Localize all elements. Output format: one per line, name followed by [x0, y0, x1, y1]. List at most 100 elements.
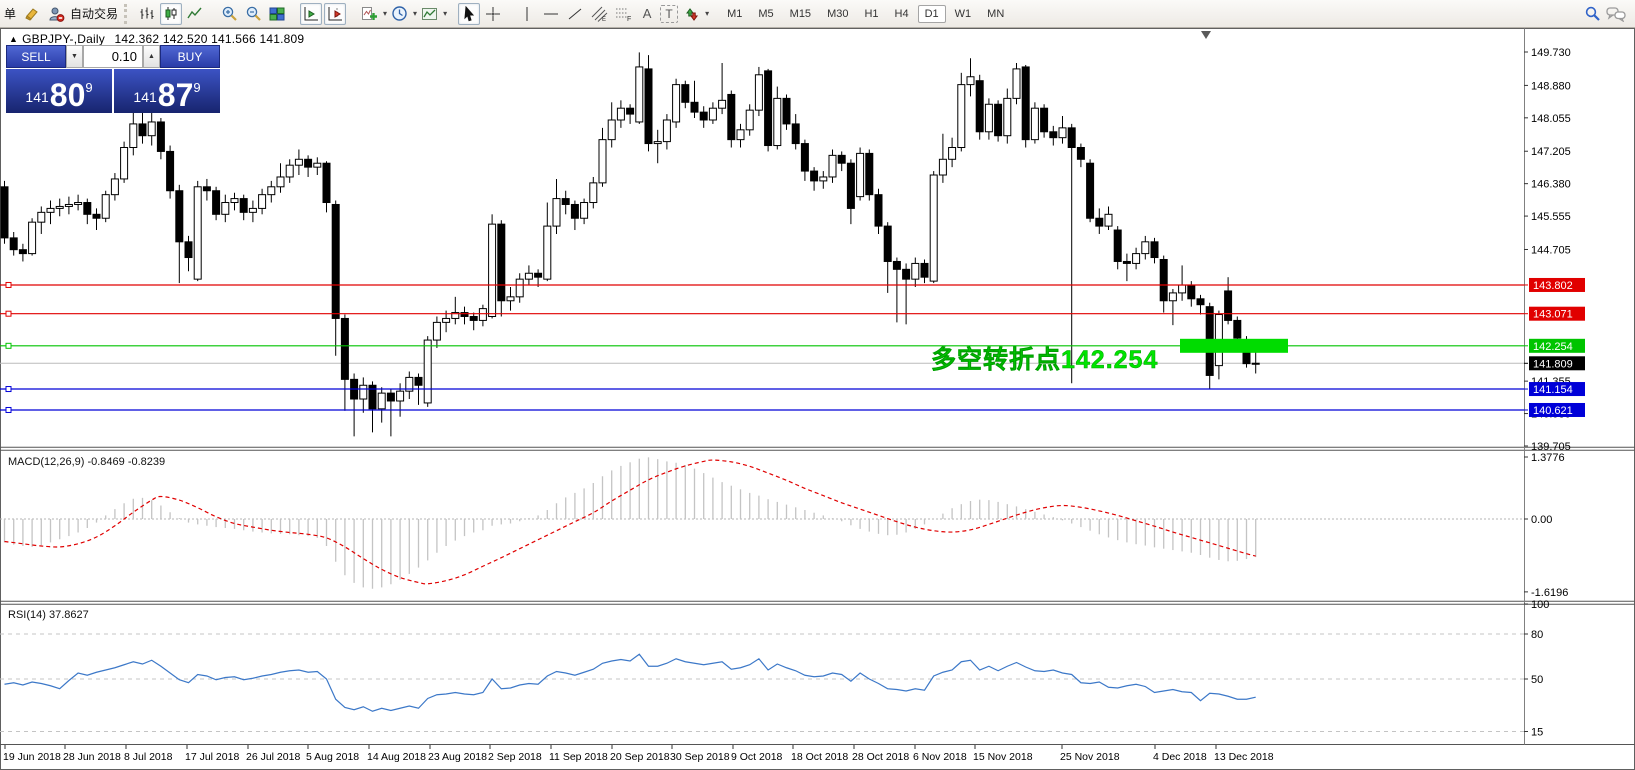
candle-bullish: [589, 182, 598, 204]
candle-bullish: [1251, 362, 1260, 365]
chat-icon[interactable]: [1605, 3, 1627, 25]
candle-bearish: [1113, 229, 1122, 262]
date-label: 8 Jul 2018: [124, 751, 173, 763]
candle-bearish: [1049, 131, 1058, 139]
vertical-line-icon[interactable]: [516, 3, 538, 25]
line-chart-icon[interactable]: [184, 3, 206, 25]
volume-up-button[interactable]: ▲: [143, 45, 160, 68]
periods-dropdown-icon[interactable]: ▾: [413, 9, 418, 18]
timeframe-d1[interactable]: D1: [917, 4, 946, 23]
timeframe-w1[interactable]: W1: [954, 7, 972, 20]
toolbar-separator: [451, 4, 453, 24]
price-label-text: 141.809: [1533, 358, 1573, 370]
candle-bearish: [386, 392, 395, 402]
templates-dropdown-icon[interactable]: ▾: [443, 9, 448, 18]
candle-bearish: [340, 317, 349, 380]
candle-bullish: [294, 158, 303, 166]
date-label: 28 Oct 2018: [852, 751, 909, 763]
rsi-tick-label: 100: [1531, 599, 1549, 611]
new-order-icon[interactable]: [21, 3, 43, 25]
price-label-143.802: [1529, 277, 1585, 292]
timeframe-m1[interactable]: M1: [727, 7, 743, 20]
macd-tick-label: -1.6196: [1531, 587, 1568, 599]
hline-handle[interactable]: [5, 281, 12, 288]
price-label-text: 143.071: [1533, 309, 1573, 321]
timeframe-h1[interactable]: H1: [864, 7, 879, 20]
sell-price-figure: 141: [25, 89, 49, 105]
candle-bullish: [929, 174, 938, 282]
indicators-icon[interactable]: [358, 3, 380, 25]
horizontal-line-icon[interactable]: [540, 3, 562, 25]
candle-bearish: [570, 203, 579, 219]
text-label-icon[interactable]: T: [660, 4, 679, 23]
timeframe-m15[interactable]: M15: [789, 7, 812, 20]
tile-windows-icon[interactable]: [266, 3, 288, 25]
bars-chart-icon[interactable]: [136, 3, 158, 25]
date-label: 19 Jun 2018: [3, 751, 61, 763]
toolbar-separator: [211, 4, 213, 24]
macd-tick-label: 1.3776: [1531, 452, 1565, 464]
candle-bearish: [414, 376, 423, 386]
candle-bullish: [948, 146, 957, 160]
date-label: 30 Sep 2018: [670, 751, 730, 763]
volume-down-button[interactable]: ▼: [66, 45, 83, 68]
candle-bullish: [230, 198, 239, 204]
chart-shift-icon[interactable]: [324, 2, 347, 25]
sell-price-display[interactable]: 141 80 9: [6, 69, 112, 113]
annotation-text[interactable]: 多空转折点142.254: [931, 345, 1158, 375]
search-icon[interactable]: [1581, 3, 1603, 25]
text-icon[interactable]: A: [642, 6, 652, 21]
crosshair-icon[interactable]: [482, 3, 504, 25]
candle-bearish: [156, 121, 165, 152]
buy-price-display[interactable]: 141 87 9: [114, 69, 220, 113]
green-zone-rect[interactable]: [1180, 338, 1288, 353]
svg-text:E: E: [602, 17, 606, 22]
sell-price-pips: 80: [49, 76, 86, 113]
date-label: 11 Sep 2018: [549, 751, 608, 763]
shapes-icon[interactable]: [680, 3, 702, 25]
candle-bullish: [543, 225, 552, 280]
hline-handle[interactable]: [5, 310, 12, 317]
hline-handle[interactable]: [5, 386, 12, 393]
shapes-dropdown-icon[interactable]: ▾: [705, 9, 710, 18]
hline-handle[interactable]: [5, 406, 12, 413]
date-label: 18 Oct 2018: [791, 751, 848, 763]
price-tick-label: 148.880: [1531, 80, 1571, 92]
trendline-icon[interactable]: [564, 3, 586, 25]
rsi-label: RSI(14) 37.8627: [8, 609, 89, 621]
candle-bullish: [598, 139, 607, 184]
fibonacci-icon[interactable]: F: [612, 3, 634, 25]
periods-icon[interactable]: [388, 3, 410, 25]
candle-bearish: [644, 68, 653, 145]
zoom-out-icon[interactable]: [242, 3, 264, 25]
cursor-icon[interactable]: [458, 2, 481, 25]
indicators-dropdown-icon[interactable]: ▾: [383, 9, 388, 18]
date-label: 5 Aug 2018: [306, 751, 359, 763]
candle-bullish: [193, 186, 202, 280]
sell-price-point: 9: [85, 80, 93, 95]
sell-button[interactable]: SELL: [6, 45, 66, 68]
candle-bearish: [681, 84, 690, 103]
timeframe-m5[interactable]: M5: [758, 7, 774, 20]
auto-scroll-icon[interactable]: [300, 2, 323, 25]
timeframe-m30[interactable]: M30: [827, 7, 849, 20]
macd-histogram: [3, 457, 1257, 589]
autotrade-icon[interactable]: [45, 3, 67, 25]
templates-icon[interactable]: [418, 3, 440, 25]
date-label: 17 Jul 2018: [185, 751, 239, 763]
chart-shift-marker-icon: [1201, 31, 1211, 39]
hline-handle[interactable]: [5, 342, 12, 349]
timeframe-h4[interactable]: H4: [894, 7, 909, 20]
buy-button[interactable]: BUY: [160, 45, 220, 68]
price-tick-label: 146.380: [1531, 179, 1571, 191]
zoom-in-icon[interactable]: [218, 3, 240, 25]
autotrade-label[interactable]: 自动交易: [70, 7, 119, 21]
volume-input[interactable]: 0.10: [83, 45, 143, 68]
new-order-label[interactable]: 单: [4, 7, 17, 21]
candle-bullish: [653, 141, 662, 145]
timeframe-mn[interactable]: MN: [987, 7, 1005, 20]
equidistant-channel-icon[interactable]: E: [588, 3, 610, 25]
candle-bearish: [874, 194, 883, 227]
candlestick-chart-icon[interactable]: [160, 2, 183, 25]
